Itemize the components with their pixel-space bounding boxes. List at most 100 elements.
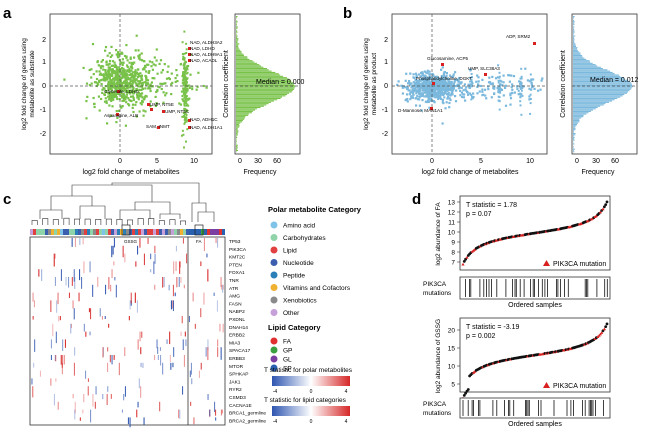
histogram-bar	[573, 104, 604, 106]
scatter-point	[454, 71, 457, 74]
scatter-point	[182, 82, 185, 85]
histogram-bar	[573, 149, 574, 151]
scatter-point	[139, 72, 142, 75]
scatter-point	[184, 117, 187, 120]
heatmap-cell	[169, 355, 171, 363]
scatter-point	[409, 91, 412, 94]
category-cell	[54, 229, 57, 235]
heatmap-cell	[87, 378, 89, 382]
scatter-point	[442, 102, 445, 105]
scatter-point	[123, 97, 126, 100]
scatter-point	[105, 72, 108, 75]
scatter-point	[124, 96, 127, 99]
heatmap-cell	[178, 277, 180, 287]
scatter-point	[471, 96, 474, 99]
legend-dot	[270, 346, 278, 354]
d-bottom-mut-label: PIK3CA	[423, 401, 447, 408]
category-cell	[141, 229, 144, 235]
scatter-point	[155, 48, 158, 51]
scatter-point	[100, 97, 103, 101]
scatter-point	[107, 86, 110, 89]
scatter-point	[444, 107, 447, 110]
sample-point	[464, 391, 467, 395]
scatter-point	[427, 99, 430, 102]
histogram-bar	[236, 25, 237, 27]
scatter-point	[120, 72, 123, 76]
scatter-point	[93, 102, 96, 106]
heatmap-cell	[209, 409, 211, 418]
scatter-point	[170, 93, 173, 96]
histogram-bar	[573, 103, 606, 105]
sample-point	[604, 325, 608, 328]
heatmap-cell	[207, 347, 209, 361]
scatter-point	[116, 116, 119, 119]
heatmap-cell	[154, 253, 156, 264]
scatter-point	[132, 91, 135, 94]
scatter-point	[121, 71, 124, 74]
scatter-point	[418, 90, 421, 93]
dendrogram-branch	[52, 219, 59, 225]
heatmap-cell	[106, 394, 108, 405]
scatter-point	[191, 85, 194, 88]
scatter-point	[415, 104, 418, 107]
scatter-point	[440, 97, 443, 101]
scatter-point	[493, 87, 496, 90]
scatter-point	[416, 98, 419, 101]
scatter-point	[113, 90, 116, 94]
scatter-point	[509, 103, 512, 106]
scatter-point	[431, 99, 434, 102]
histogram-bar	[236, 133, 238, 135]
scatter-point	[131, 95, 135, 98]
scatter-point	[138, 110, 141, 113]
scatter-point	[105, 89, 108, 93]
scatter-point	[428, 94, 431, 97]
scatter-point	[447, 91, 450, 94]
scatter-point	[440, 88, 444, 91]
scatter-point	[184, 82, 186, 84]
scatter-point	[434, 76, 437, 79]
scatter-point	[445, 77, 448, 80]
scatter-point	[127, 103, 130, 106]
histogram-bar	[573, 116, 584, 118]
scatter-point	[520, 113, 523, 116]
scatter-point	[105, 100, 108, 103]
scatter-point	[95, 70, 98, 73]
scatter-point	[520, 89, 523, 92]
scatter-point	[447, 85, 450, 88]
scatter-point	[450, 84, 453, 87]
scatter-point	[82, 66, 85, 69]
scatter-point	[472, 95, 475, 99]
scatter-point	[142, 109, 145, 112]
scatter-point	[521, 86, 524, 90]
scatter-point	[421, 84, 424, 87]
scatter-point	[520, 67, 523, 70]
scatter-point	[497, 64, 500, 67]
scatter-point	[185, 42, 188, 45]
scatter-point	[129, 77, 132, 80]
histogram-bar	[573, 84, 632, 86]
scatter-point	[417, 85, 420, 88]
scatter-point	[131, 91, 134, 94]
y-tick: 20	[448, 327, 456, 334]
scatter-point	[138, 80, 141, 84]
heatmap-cell	[137, 245, 139, 255]
scatter-point	[491, 82, 494, 86]
scatter-point	[102, 86, 105, 90]
scatter-point	[429, 95, 432, 98]
scatter-point	[126, 59, 129, 62]
scatter-point	[131, 81, 134, 84]
histogram-bar	[236, 109, 255, 111]
annotation: SAM, INMT	[146, 124, 170, 129]
category-cell	[135, 229, 138, 235]
scatter-point	[125, 93, 128, 96]
scatter-point	[431, 88, 434, 91]
scatter-point	[183, 65, 186, 68]
scatter-point	[401, 86, 404, 89]
heatmap-cell	[183, 284, 185, 289]
heatmap-cell	[173, 261, 175, 274]
scatter-point	[125, 55, 128, 58]
scatter-point	[63, 78, 66, 81]
scatter-point	[415, 74, 418, 77]
category-cell	[30, 229, 33, 235]
scatter-point	[178, 102, 181, 105]
